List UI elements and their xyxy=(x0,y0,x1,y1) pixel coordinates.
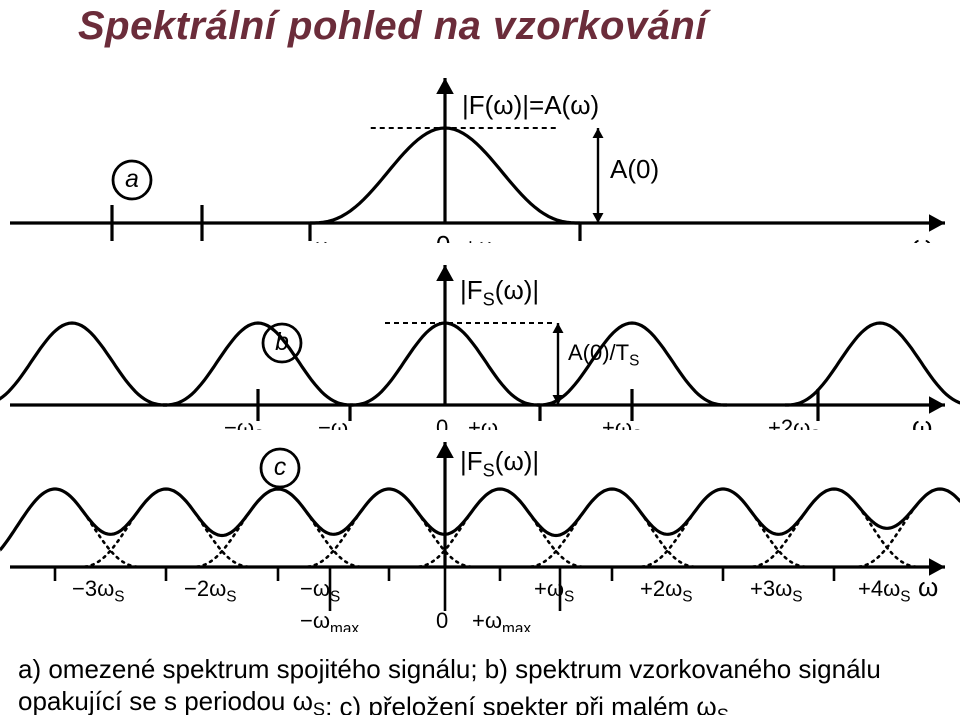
svg-text:|FS(ω)|: |FS(ω)| xyxy=(460,446,539,481)
svg-text:−ωmax: −ωmax xyxy=(300,234,359,243)
svg-text:|F(ω)|=A(ω): |F(ω)|=A(ω) xyxy=(462,90,599,120)
svg-text:+4ωS: +4ωS xyxy=(858,576,911,606)
svg-text:a: a xyxy=(125,166,139,193)
svg-text:+ωmax: +ωmax xyxy=(472,608,531,632)
svg-text:0: 0 xyxy=(436,608,448,632)
svg-text:A(0): A(0) xyxy=(610,154,659,184)
panel-a: |F(ω)|=A(ω) A(0) −ωmax 0 +ωmax ω a xyxy=(0,68,960,243)
svg-text:|FS(ω)|: |FS(ω)| xyxy=(460,275,539,310)
svg-text:+ωS: +ωS xyxy=(602,415,642,430)
svg-text:+3ωS: +3ωS xyxy=(750,576,803,606)
svg-text:+ωS: +ωS xyxy=(534,576,574,606)
svg-text:+ωmax: +ωmax xyxy=(468,415,527,430)
panel-c: |FS(ω)| −3ωS −2ωS −ωS +ωS +2ωS +3ωS +4ωS −ωmax 0 +… xyxy=(0,432,960,632)
svg-text:+ωmax: +ωmax xyxy=(464,234,523,243)
svg-text:−ωS: −ωS xyxy=(300,576,340,606)
svg-text:a) omezené spektrum spojitého: a) omezené spektrum spojitého signálu; b… xyxy=(18,654,881,684)
svg-text:−3ωS: −3ωS xyxy=(72,576,125,606)
svg-text:−2ωS: −2ωS xyxy=(184,576,237,606)
svg-text:−ωmax: −ωmax xyxy=(300,608,359,632)
svg-text:+2ωS: +2ωS xyxy=(768,415,821,430)
svg-text:−ωmax: −ωmax xyxy=(318,415,377,430)
svg-text:ω: ω xyxy=(912,230,932,243)
page-title: Spektrální pohled na vzorkování xyxy=(78,4,707,49)
svg-text:0: 0 xyxy=(436,230,450,243)
svg-text:ω: ω xyxy=(912,411,932,430)
svg-text:+2ωS: +2ωS xyxy=(640,576,693,606)
svg-text:ω: ω xyxy=(918,572,938,602)
panel-b: |FS(ω)|A(0)/TS−ωS−ωmax0+ωmax+ωS+2ωSωb xyxy=(0,255,960,430)
svg-text:b: b xyxy=(275,329,289,356)
svg-text:0: 0 xyxy=(436,415,448,430)
svg-text:c: c xyxy=(274,454,287,481)
svg-text:A(0)/TS: A(0)/TS xyxy=(568,340,639,370)
svg-text:opakující se s periodou ωS; c): opakující se s periodou ωS; c) přeložení… xyxy=(18,686,729,715)
